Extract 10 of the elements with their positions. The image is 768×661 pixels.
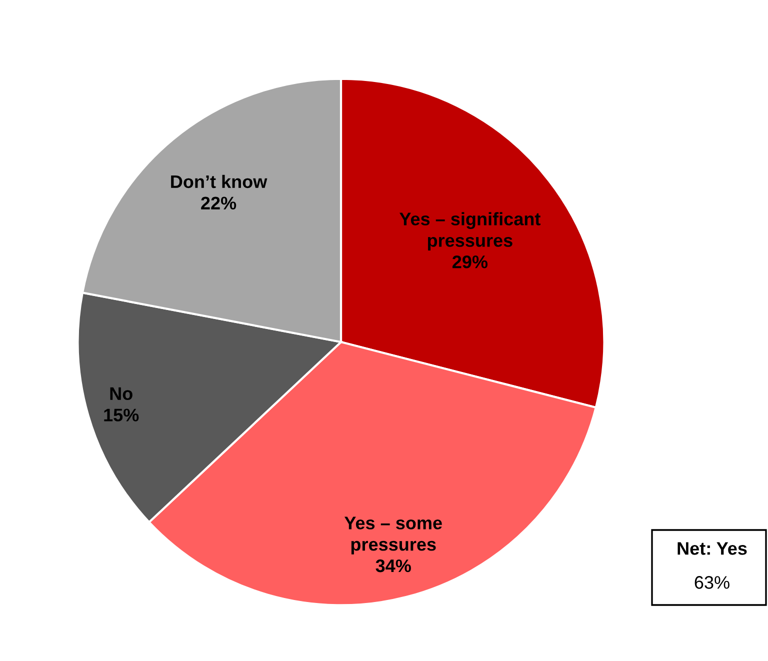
slice-label: Yes – some pressures: [344, 516, 442, 554]
slice-label: Don’t know: [171, 174, 268, 188]
text: Net: Yes: [678, 542, 747, 555]
data-label: 34%: [376, 559, 411, 572]
data-label: 22%: [201, 196, 236, 210]
text: 63%: [694, 576, 730, 589]
slice-label: No: [110, 387, 132, 400]
slice-label: Yes – significant pressures: [400, 212, 540, 250]
data-label: 15%: [104, 408, 139, 422]
data-label: 29%: [452, 255, 488, 268]
